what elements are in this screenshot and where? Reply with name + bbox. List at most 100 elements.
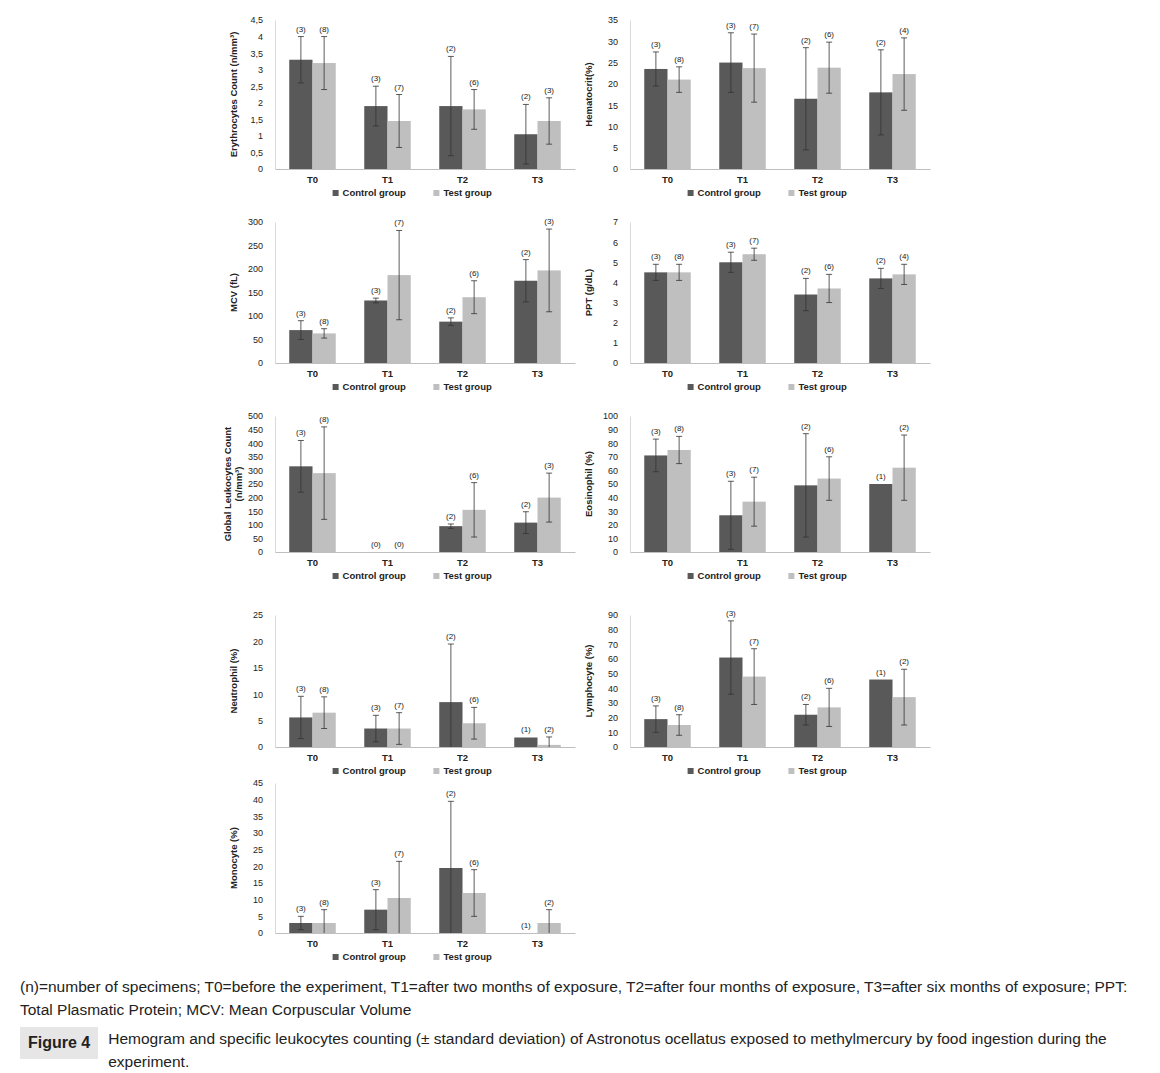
- error-bar-cap: [298, 36, 304, 37]
- error-bar-cap: [676, 92, 682, 93]
- error-bar-cap: [653, 264, 659, 265]
- y-tick-label: 70: [608, 640, 618, 650]
- n-label: (2): [876, 256, 886, 265]
- error-bar-cap: [298, 440, 304, 441]
- n-label: (3): [726, 240, 736, 249]
- error-bar-cap: [321, 89, 327, 90]
- y-tick-label: 25: [253, 845, 263, 855]
- legend-label: Test group: [798, 381, 847, 392]
- error-bar: [728, 621, 734, 694]
- chart: 051015202530354045Monocyte (%)T0T1T2T3(3…: [228, 778, 576, 962]
- legend-swatch: [688, 190, 694, 196]
- n-label: (8): [319, 685, 329, 694]
- error-bar-cap: [373, 86, 379, 87]
- y-tick: 0: [613, 547, 630, 557]
- error-bar-cap: [901, 284, 907, 285]
- y-tick: 2,5: [250, 82, 275, 92]
- y-tick-label: 200: [248, 493, 263, 503]
- error-bar-cap: [803, 725, 809, 726]
- x-tick: T3: [532, 933, 543, 949]
- error-bar-line: [300, 916, 301, 929]
- error-bar-cap: [546, 97, 552, 98]
- n-label: (7): [749, 465, 759, 474]
- y-axis-title-line: Monocyte (%): [228, 827, 239, 889]
- error-bar-line: [679, 436, 680, 463]
- y-tick: 5: [613, 143, 630, 153]
- error-bar-line: [474, 870, 475, 917]
- y-tick: 10: [253, 895, 275, 905]
- error-bar-cap: [546, 144, 552, 145]
- error-bar: [523, 512, 529, 534]
- annotations: (3)(3)(2)(1)(8)(7)(6)(2): [296, 789, 554, 930]
- error-bar-cap: [803, 310, 809, 311]
- error-bar-cap: [396, 147, 402, 148]
- annotations: (3)(3)(2)(2)(8)(7)(6)(3): [296, 217, 554, 326]
- error-bar-cap: [901, 725, 907, 726]
- error-bar-line: [655, 264, 656, 280]
- error-bar-line: [754, 649, 755, 705]
- n-label: (0): [371, 540, 381, 549]
- error-bar-cap: [523, 533, 529, 534]
- error-bar-cap: [826, 726, 832, 727]
- y-tick-label: 40: [608, 493, 618, 503]
- n-label: (2): [801, 266, 811, 275]
- y-tick-label: 0: [613, 164, 618, 174]
- error-bar-cap: [523, 511, 529, 512]
- legend-swatch: [788, 768, 794, 774]
- y-tick: 40: [608, 684, 630, 694]
- plot-area: [644, 248, 916, 363]
- y-tick-label: 35: [608, 15, 618, 25]
- error-bar: [396, 230, 402, 319]
- x-tick-label: T1: [382, 174, 394, 185]
- bar: [668, 450, 691, 552]
- legend-swatch: [788, 384, 794, 390]
- x-tick-label: T1: [737, 557, 749, 568]
- y-tick-label: 250: [248, 479, 263, 489]
- bar: [439, 526, 462, 552]
- error-bar-cap: [901, 264, 907, 265]
- y-tick: 3: [258, 65, 275, 75]
- error-bar-line: [904, 38, 905, 110]
- x-tick: T2: [812, 747, 823, 763]
- y-axis-title-line: Global Leukocytes Count: [222, 426, 233, 541]
- y-tick-label: 350: [248, 452, 263, 462]
- error-bar-cap: [373, 125, 379, 126]
- chart: 01234567PPT (g/dL)T0T1T2T3(3)(3)(2)(2)(8…: [583, 217, 931, 392]
- y-tick: 20: [253, 862, 275, 872]
- x-tick: T3: [532, 169, 543, 185]
- error-bar: [546, 910, 552, 933]
- n-label: (2): [544, 725, 554, 734]
- n-label: (3): [296, 428, 306, 437]
- error-bar-line: [829, 457, 830, 501]
- error-bar-cap: [803, 433, 809, 434]
- error-bar-cap: [826, 456, 832, 457]
- y-axis-line: [275, 784, 276, 934]
- error-bar: [901, 264, 907, 284]
- error-bar-cap: [546, 473, 552, 474]
- error-bar-cap: [826, 688, 832, 689]
- y-tick-label: 20: [253, 637, 263, 647]
- y-tick-label: 7: [613, 217, 618, 227]
- n-label: (2): [446, 632, 456, 641]
- y-tick-label: 300: [248, 466, 263, 476]
- error-bar-cap: [803, 537, 809, 538]
- legend: Control groupTest group: [688, 570, 847, 581]
- n-label: (3): [296, 684, 306, 693]
- n-label: (3): [651, 427, 661, 436]
- y-tick-label: 1: [613, 338, 618, 348]
- annotations: (3)(3)(2)(2)(8)(7)(6)(4): [651, 21, 909, 64]
- y-tick-label: 100: [603, 411, 618, 421]
- x-tick: T2: [457, 747, 468, 763]
- x-tick-label: T3: [532, 557, 543, 568]
- x-tick: T0: [662, 169, 673, 185]
- y-tick-label: 0: [258, 547, 263, 557]
- error-bar-cap: [396, 230, 402, 231]
- y-tick-label: 100: [248, 520, 263, 530]
- bar: [388, 552, 411, 553]
- error-bar-cap: [803, 704, 809, 705]
- x-tick: T1: [737, 363, 749, 379]
- error-bar-line: [399, 861, 400, 933]
- y-tick-label: 0: [613, 742, 618, 752]
- y-tick: 60: [608, 466, 630, 476]
- y-tick: 15: [608, 101, 630, 111]
